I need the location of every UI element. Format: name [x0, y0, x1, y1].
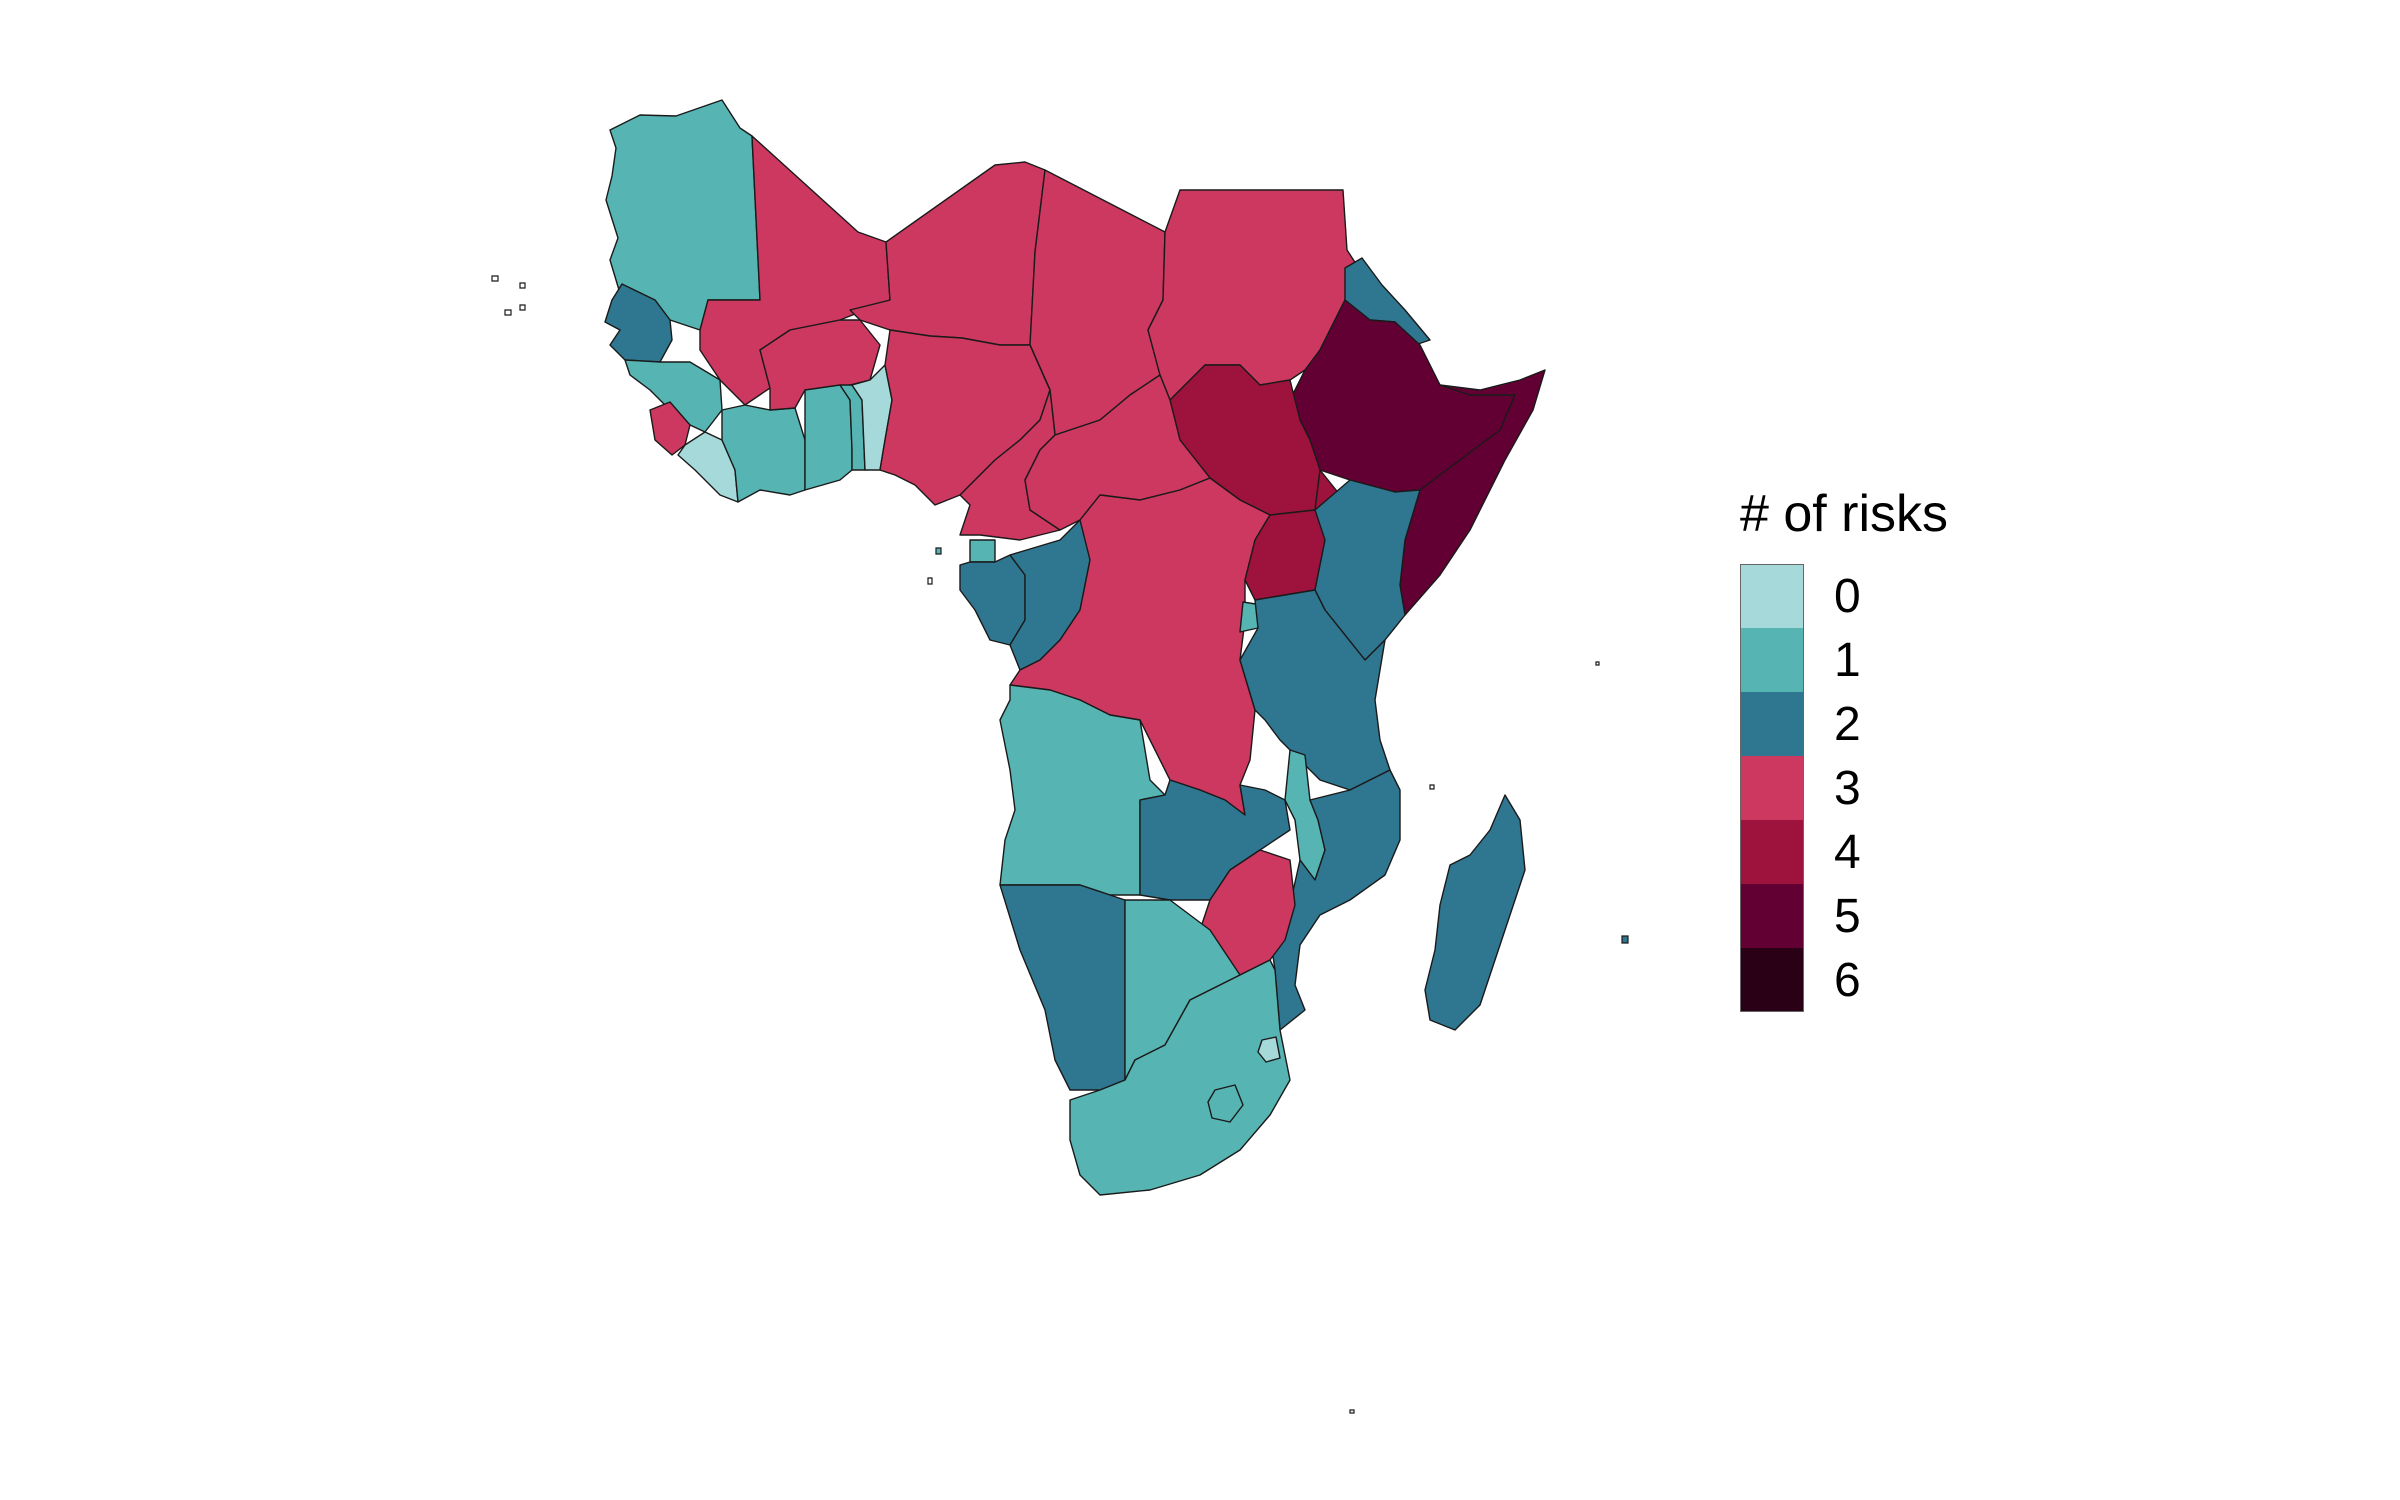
legend-swatch [1740, 628, 1804, 692]
legend-label: 5 [1834, 889, 1861, 943]
island-cape-verde-2 [519, 282, 526, 289]
legend-label: 0 [1834, 569, 1861, 623]
legend-swatch [1740, 948, 1804, 1012]
legend-label: 6 [1834, 953, 1861, 1007]
legend-title: # of risks [1740, 485, 1949, 543]
legend-row: 2 [1740, 692, 1948, 756]
legend-row: 4 [1740, 820, 1948, 884]
island-sao-tome [927, 577, 933, 585]
island-cape-verde-1 [491, 275, 499, 282]
legend-row: 1 [1740, 628, 1948, 692]
region-madagascar [1424, 794, 1526, 1031]
legend-label: 3 [1834, 761, 1861, 815]
legend-swatch [1740, 564, 1804, 628]
legend-swatch [1740, 692, 1804, 756]
island-cape-verde-4 [519, 304, 526, 311]
legend-label: 1 [1834, 633, 1861, 687]
legend-row: 0 [1740, 564, 1948, 628]
island-bioko [935, 547, 942, 555]
legend-label: 2 [1834, 697, 1861, 751]
island-comoros [1429, 784, 1435, 790]
island-cape-verde-3 [504, 309, 512, 316]
legend-swatch [1740, 884, 1804, 948]
island-south-atlantic [1349, 1409, 1355, 1414]
legend-row: 6 [1740, 948, 1948, 1012]
legend-label: 4 [1834, 825, 1861, 879]
legend-row: 3 [1740, 756, 1948, 820]
legend: # of risks 0 1 2 3 4 5 6 [1740, 484, 1948, 1012]
legend-items: 0 1 2 3 4 5 6 [1740, 564, 1948, 1012]
region-angola [999, 684, 1166, 896]
region-cote-divoire [721, 404, 806, 503]
region-mozambique [1269, 769, 1401, 1031]
island-seychelles [1595, 661, 1600, 666]
legend-swatch [1740, 820, 1804, 884]
region-equatorial-guinea [969, 539, 996, 563]
region-namibia [999, 884, 1126, 1091]
region-south-africa [1069, 959, 1291, 1196]
region-eswatini [1257, 1036, 1281, 1063]
region-gabon [959, 554, 1026, 646]
region-ghana [804, 384, 853, 491]
legend-swatch [1740, 756, 1804, 820]
region-lesotho [1207, 1084, 1244, 1123]
island-mauritius [1621, 935, 1629, 944]
legend-row: 5 [1740, 884, 1948, 948]
